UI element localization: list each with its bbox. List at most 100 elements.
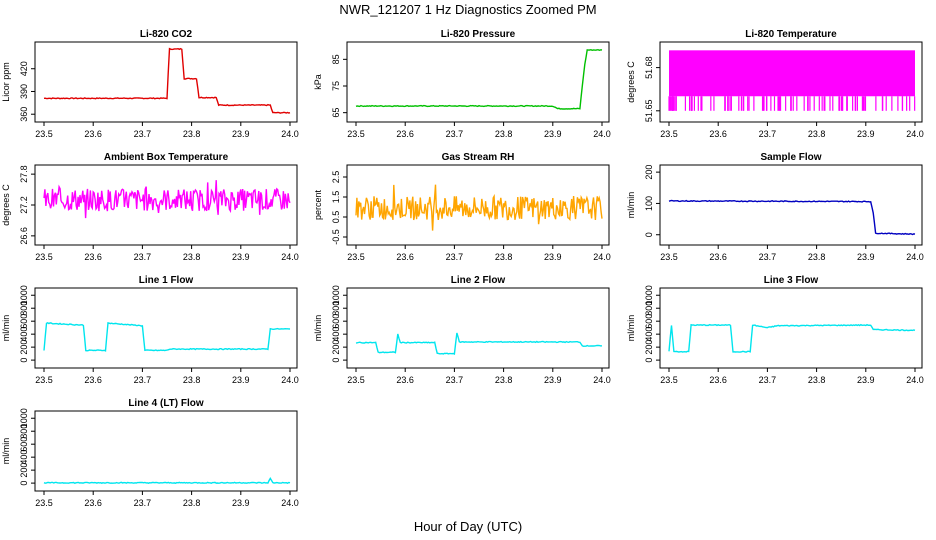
series-line: [43, 47, 291, 114]
y-tick-label: 200: [644, 165, 654, 180]
y-tick-label: 27.2: [19, 196, 29, 214]
x-tick-label: 23.5: [35, 252, 53, 262]
x-tick-label: 23.8: [808, 375, 826, 385]
plot-frame: [34, 41, 298, 123]
x-tick-label: 24.0: [906, 252, 924, 262]
plot-frame: [659, 164, 923, 246]
plot-frame: [34, 287, 298, 369]
chart-panel: Line 2 Flow ml/min 23.5 23.6 23.7 23.8 23.9 24.…: [313, 275, 611, 385]
x-tick-label: 24.0: [593, 252, 611, 262]
x-tick-label: 23.5: [660, 375, 678, 385]
x-tick-label: 23.9: [857, 252, 875, 262]
x-tick-label: 24.0: [281, 375, 299, 385]
chart-panel: Line 4 (LT) Flow ml/min 23.5 23.6 23.7 23.8 23…: [1, 398, 299, 508]
y-tick-label: 51.68: [644, 56, 654, 79]
x-tick-label: 23.6: [396, 129, 414, 139]
chart-panel: Line 3 Flow ml/min 23.5 23.6 23.7 23.8 23.9 24.…: [626, 275, 924, 385]
y-tick-label: 27.8: [19, 165, 29, 183]
y-tick-label: 600: [644, 314, 654, 329]
chart-panel: Gas Stream RH percent 23.5 23.6 23.7 23.8 23.9…: [313, 152, 611, 262]
y-tick-label: 0: [19, 358, 29, 363]
y-axis-label: ml/min: [626, 315, 636, 342]
plot-frame: [34, 410, 298, 492]
plot-frame: [346, 41, 610, 123]
y-tick-label: 200: [19, 340, 29, 355]
x-tick-label: 23.6: [396, 375, 414, 385]
x-tick-label: 23.9: [857, 375, 875, 385]
chart-panel: Li-820 Temperature degrees C 23.5 23.6 23.7 2…: [626, 29, 924, 139]
x-tick-label: 23.7: [759, 375, 777, 385]
y-axis-label: degrees C: [1, 184, 11, 226]
y-axis-label: ml/min: [1, 438, 11, 465]
x-tick-label: 23.8: [183, 129, 201, 139]
panel-title: Line 2 Flow: [451, 275, 506, 286]
y-tick-label: 0.5: [331, 211, 341, 224]
chart-panel: Li-820 CO2 Licor ppm 23.5 23.6 23.7 23.8 23.9 2…: [1, 29, 299, 139]
x-tick-label: 23.7: [134, 375, 152, 385]
y-axis-label: kPa: [313, 74, 323, 90]
x-tick-label: 23.5: [347, 375, 365, 385]
y-tick-label: 1000: [644, 285, 654, 305]
y-tick-label: 360: [19, 107, 29, 122]
chart-panel: Ambient Box Temperature degrees C 23.5 23.6…: [1, 152, 299, 262]
y-tick-label: 1000: [19, 285, 29, 305]
plot-frame: [659, 287, 923, 369]
y-tick-label: 400: [19, 450, 29, 465]
y-tick-label: 65: [331, 108, 341, 118]
y-tick-label: 400: [644, 327, 654, 342]
x-tick-label: 24.0: [281, 129, 299, 139]
panel-title: Line 3 Flow: [764, 275, 819, 286]
y-tick-label: 0: [644, 358, 654, 363]
x-tick-label: 23.8: [808, 252, 826, 262]
x-tick-label: 23.7: [759, 129, 777, 139]
y-tick-label: 1000: [19, 408, 29, 428]
x-tick-label: 23.7: [446, 375, 464, 385]
x-tick-label: 23.5: [660, 129, 678, 139]
x-tick-label: 23.9: [544, 375, 562, 385]
panel-title: Line 4 (LT) Flow: [128, 398, 204, 409]
y-tick-label: 200: [331, 340, 341, 355]
x-tick-label: 24.0: [906, 129, 924, 139]
plot-frame: [346, 164, 610, 246]
series-line: [355, 184, 603, 231]
y-tick-label: 800: [644, 301, 654, 316]
plot-frame: [659, 41, 923, 123]
panel-title: Sample Flow: [760, 152, 821, 163]
x-tick-label: 24.0: [281, 498, 299, 508]
y-tick-label: 420: [19, 61, 29, 76]
y-tick-label: 200: [19, 463, 29, 478]
x-tick-label: 23.8: [183, 375, 201, 385]
y-tick-label: 600: [19, 314, 29, 329]
series-line: [668, 323, 916, 353]
y-tick-label: 600: [331, 314, 341, 329]
chart-panel: Sample Flow ml/min 23.5 23.6 23.7 23.8 23.9 24.…: [626, 152, 924, 262]
series-line: [43, 322, 291, 352]
y-tick-label: 1000: [331, 285, 341, 305]
x-tick-label: 23.6: [84, 252, 102, 262]
series-line: [355, 48, 603, 110]
x-tick-label: 23.6: [84, 129, 102, 139]
x-tick-label: 24.0: [593, 129, 611, 139]
x-tick-label: 23.5: [660, 252, 678, 262]
y-tick-label: -0.5: [331, 229, 341, 245]
y-axis-label: percent: [313, 189, 323, 220]
panel-title: Li-820 Pressure: [441, 29, 516, 40]
x-tick-label: 23.8: [495, 375, 513, 385]
series-band: [669, 50, 915, 97]
series-line: [668, 199, 916, 236]
x-tick-label: 23.5: [35, 375, 53, 385]
y-tick-label: 600: [19, 437, 29, 452]
y-tick-label: 51.65: [644, 100, 654, 123]
y-tick-label: 26.6: [19, 227, 29, 245]
x-tick-label: 23.6: [84, 498, 102, 508]
figure-title: NWR_121207 1 Hz Diagnostics Zoomed PM: [339, 2, 596, 17]
x-tick-label: 23.5: [35, 498, 53, 508]
series-line: [43, 180, 291, 219]
x-tick-label: 23.9: [232, 375, 250, 385]
x-tick-label: 23.9: [232, 129, 250, 139]
y-tick-label: 0: [644, 232, 654, 237]
y-axis-label: ml/min: [626, 192, 636, 219]
y-tick-label: 0: [19, 481, 29, 486]
y-axis-label: degrees C: [626, 61, 636, 103]
y-tick-label: 0: [331, 358, 341, 363]
